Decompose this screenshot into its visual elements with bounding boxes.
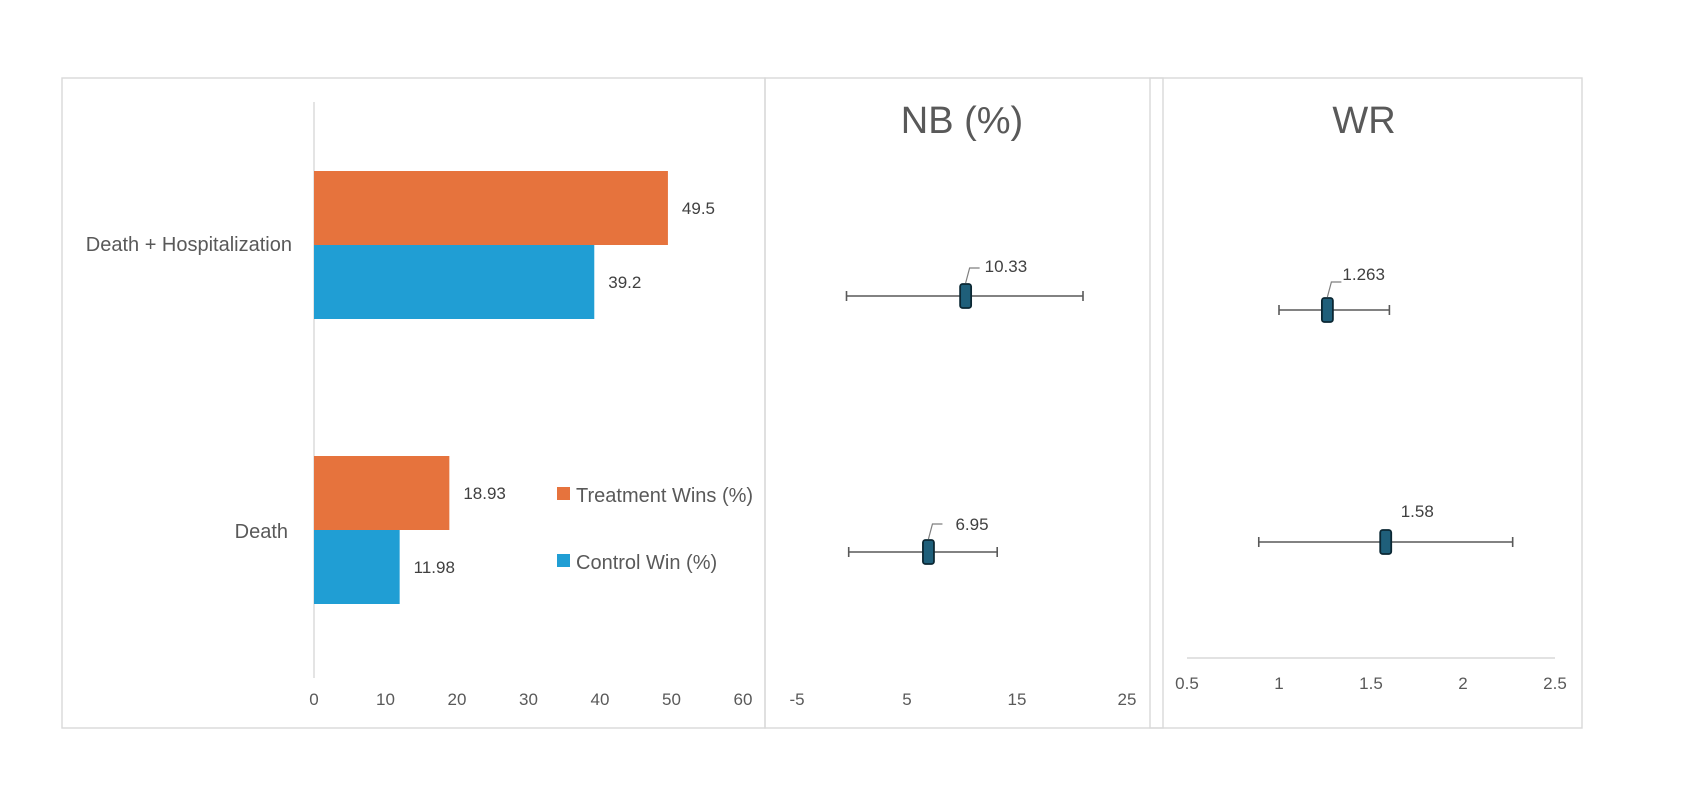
bar-control-win-death-hospitalization [314,245,595,319]
wr-x-tick-label: 2.5 [1543,674,1567,693]
wr-estimate-label-death-hospitalization: 1.263 [1342,265,1385,284]
wr-estimate-marker-death-hospitalization [1320,297,1334,323]
category-label-death-hosp: Death + Hospitalization [86,234,292,256]
wr-leader-line-death-hospitalization [1326,281,1342,298]
legend-label-control: Control Win (%) [576,552,717,574]
nb-layer: 10.33 6.95 -5 5 15 25 [789,257,1136,709]
wr-estimate-marker-death [1379,529,1393,555]
bar-value-label-control-win-death: 11.98 [414,558,455,577]
nb-x-tick-label: 5 [902,690,911,709]
bar-x-tick-label: 50 [662,690,681,709]
bar-x-tick-label: 10 [376,690,395,709]
nb-panel-frame [764,77,1164,729]
wr-x-tick-label: 1.5 [1359,674,1383,693]
legend-label-treatment: Treatment Wins (%) [576,485,753,507]
nb-x-tick-label: 15 [1008,690,1027,709]
nb-estimate-marker-death [922,539,935,565]
nb-leader-line-death [927,523,943,540]
wr-x-tick-label: 2 [1458,674,1467,693]
bar-x-tick-label: 60 [734,690,753,709]
wr-panel-frame [1149,77,1583,729]
bar-control-win-death [314,530,400,604]
bar-value-label-treatment-wins-death-hospitalization: 49.5 [682,199,715,218]
bar-value-label-treatment-wins-death: 18.93 [463,484,506,503]
bar-value-label-control-win-death-hospitalization: 39.2 [608,273,641,292]
nb-estimate-label-death: 6.95 [955,515,988,534]
bar-x-tick-label: 20 [448,690,467,709]
nb-estimate-label-death-hospitalization: 10.33 [985,257,1028,276]
bars-layer: 49.5 39.2 18.93 11.98 0 10 20 30 40 50 60 [309,171,752,709]
nb-estimate-marker-death-hospitalization [959,283,973,309]
nb-leader-line-death-hospitalization [965,267,980,284]
category-label-death: Death [235,521,288,543]
wr-panel-title: WR [1332,100,1395,142]
wr-estimate-label-death: 1.58 [1401,502,1434,521]
bar-x-tick-label: 30 [519,690,538,709]
nb-panel-title: NB (%) [901,100,1023,142]
legend-swatch-treatment [557,487,570,500]
nb-x-tick-label: 25 [1118,690,1137,709]
wr-x-tick-label: 1 [1274,674,1283,693]
bar-x-tick-label: 0 [309,690,318,709]
bar-x-tick-label: 40 [591,690,610,709]
bar-treatment-wins-death [314,456,450,530]
wr-layer: 1.263 1.58 0.5 1 1.5 2 2.5 [1175,265,1567,693]
legend-swatch-control [557,554,570,567]
wr-x-tick-label: 0.5 [1175,674,1199,693]
bar-treatment-wins-death-hospitalization [314,171,668,245]
nb-x-tick-label: -5 [789,690,804,709]
